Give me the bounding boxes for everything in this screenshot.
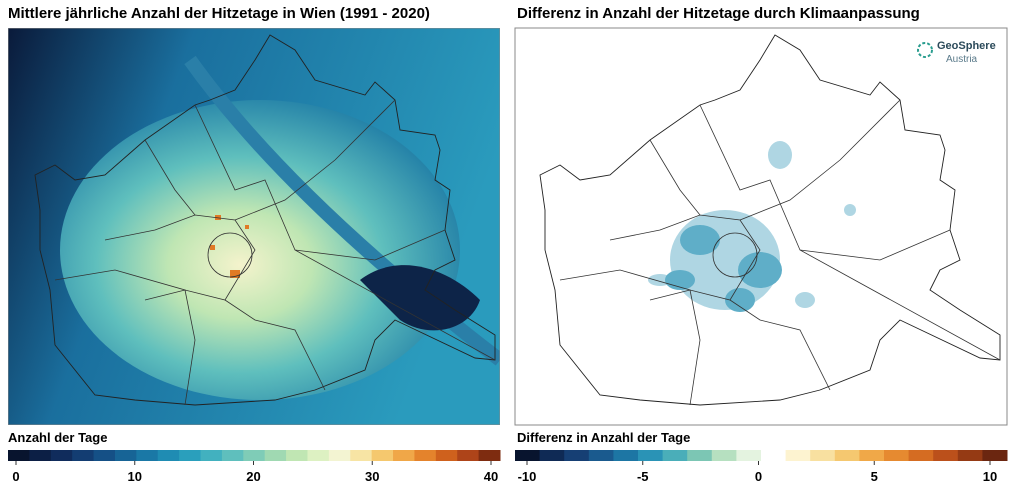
- colorbar-segment: [687, 450, 713, 461]
- tick-label: 0: [755, 469, 762, 484]
- logo-sub: Austria: [946, 54, 978, 65]
- tick-label: 10: [983, 469, 997, 484]
- colorbar-segment: [588, 450, 614, 461]
- colorbar-segment: [908, 450, 934, 461]
- colorbar-segment: [286, 450, 308, 461]
- tick-label: -10: [518, 469, 537, 484]
- colorbar-segment: [114, 450, 137, 461]
- colorbar-segment: [221, 450, 244, 461]
- colorbar: -10 -5 0 5 10: [515, 450, 1008, 484]
- colorbar-segment: [414, 450, 437, 461]
- colorbar-segment: [136, 450, 159, 461]
- colorbar-segment: [243, 450, 266, 461]
- tick-label: 5: [871, 469, 878, 484]
- tick-label: -5: [637, 469, 649, 484]
- colorbar-segment: [8, 450, 30, 461]
- tick-label: 10: [128, 469, 142, 484]
- colorbar-segment: [539, 450, 565, 461]
- logo: GeoSphere Austria: [917, 40, 996, 65]
- colorbar-segment: [638, 450, 664, 461]
- colorbar-segment: [884, 450, 910, 461]
- colorbar-segment: [785, 450, 811, 461]
- colorbar-segment: [478, 450, 501, 461]
- logo-name: GeoSphere: [937, 40, 996, 52]
- colorbar-segment: [328, 450, 351, 461]
- colorbar-segment: [613, 450, 639, 461]
- colorbar-segment: [834, 450, 860, 461]
- colorbar-segment: [393, 450, 415, 461]
- colorbar-segment: [933, 450, 959, 461]
- tick-label: 20: [246, 469, 260, 484]
- colorbar-segment: [761, 450, 787, 461]
- colorbar-segment: [93, 450, 116, 461]
- colorbar-segment: [200, 450, 223, 461]
- colorbar-segment: [29, 450, 52, 461]
- panel-title: Mittlere jährliche Anzahl der Hitzetage …: [8, 5, 430, 22]
- colorbar-segment: [736, 450, 762, 461]
- colorbar-segment: [957, 450, 983, 461]
- colorbar-segment: [457, 450, 480, 461]
- legend-label: Differenz in Anzahl der Tage: [517, 430, 690, 445]
- colorbar-segment: [157, 450, 180, 461]
- colorbar-segment: [662, 450, 688, 461]
- colorbar-segment: [179, 450, 202, 461]
- colorbar-segment: [810, 450, 836, 461]
- colorbar: 0 10 20 30 40: [8, 450, 501, 484]
- colorbar-segment: [982, 450, 1008, 461]
- colorbar-segment: [515, 450, 541, 461]
- difference-spots: [648, 141, 856, 312]
- tick-label: 30: [365, 469, 379, 484]
- panel-title: Differenz in Anzahl der Hitzetage durch …: [517, 5, 920, 22]
- legend-label: Anzahl der Tage: [8, 430, 107, 445]
- colorbar-segment: [350, 450, 373, 461]
- colorbar-segment: [50, 450, 73, 461]
- colorbar-segment: [564, 450, 590, 461]
- colorbar-segment: [264, 450, 287, 461]
- heat-map: [8, 28, 500, 425]
- tick-label: 40: [484, 469, 498, 484]
- tick-label: 0: [12, 469, 19, 484]
- colorbar-segment: [72, 450, 95, 461]
- colorbar-segment: [859, 450, 885, 461]
- colorbar-segment: [711, 450, 737, 461]
- colorbar-segment: [435, 450, 458, 461]
- colorbar-segment: [371, 450, 394, 461]
- colorbar-segment: [307, 450, 330, 461]
